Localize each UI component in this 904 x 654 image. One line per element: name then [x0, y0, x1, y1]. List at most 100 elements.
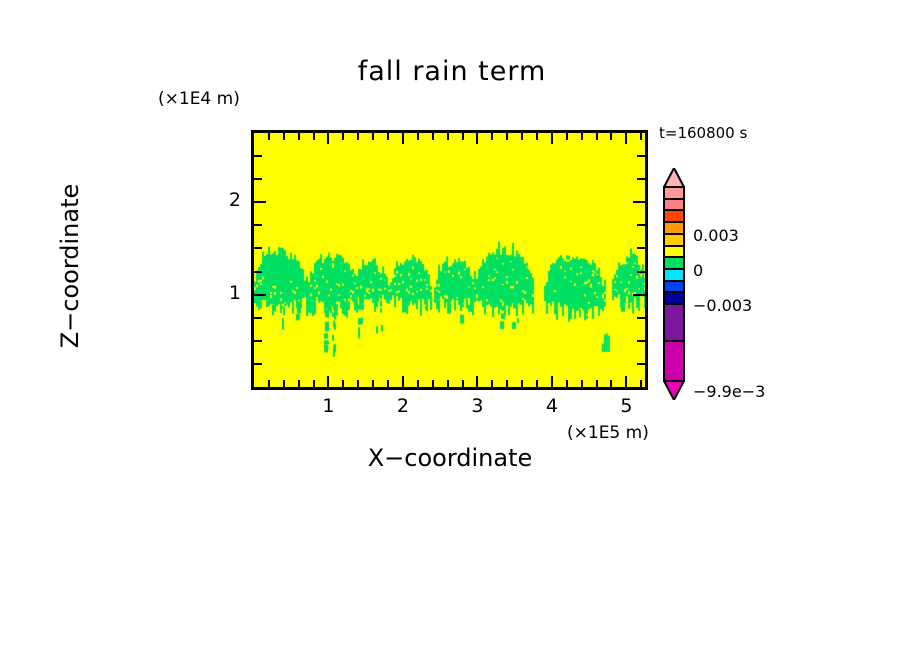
x-tick-label: 5 — [620, 395, 633, 417]
x-tick-minor-top — [297, 133, 300, 140]
colorbar-segment-green — [665, 258, 683, 270]
y-tick-minor — [254, 155, 262, 158]
x-tick-minor-top — [431, 133, 434, 140]
x-tick-minor — [595, 380, 598, 387]
x-tick-minor-top — [565, 133, 568, 140]
x-tick-major-top — [401, 133, 404, 144]
x-tick-minor — [491, 380, 494, 387]
y-tick-minor-right — [637, 224, 645, 227]
colorbar-tick-label: −9.9e−3 — [693, 382, 766, 401]
plot-area — [251, 130, 648, 390]
x-tick-major-top — [550, 133, 553, 144]
x-tick-major — [327, 376, 330, 387]
x-tick-minor-top — [312, 133, 315, 140]
x-axis-title: X−coordinate — [367, 444, 533, 472]
x-tick-major-top — [476, 133, 479, 144]
colorbar-tick-label: 0.003 — [693, 226, 739, 245]
x-tick-minor — [387, 380, 390, 387]
y-tick-minor — [254, 270, 262, 273]
x-tick-minor-top — [282, 133, 285, 140]
y-tick-minor-right — [637, 178, 645, 181]
contour-field — [254, 133, 645, 387]
x-tick-minor — [461, 380, 464, 387]
x-tick-minor — [506, 380, 509, 387]
x-tick-major — [550, 376, 553, 387]
x-tick-label: 3 — [471, 395, 484, 417]
colorbar-tick-label: 0 — [693, 261, 704, 280]
x-tick-major-top — [327, 133, 330, 144]
x-tick-major-top — [625, 133, 628, 144]
x-tick-major — [625, 376, 628, 387]
x-tick-minor-top — [461, 133, 464, 140]
x-tick-minor — [297, 380, 300, 387]
x-tick-minor — [416, 380, 419, 387]
x-tick-label: 4 — [545, 395, 558, 417]
y-tick-minor-right — [637, 155, 645, 158]
x-tick-minor-top — [267, 133, 270, 140]
y-axis-title: Z−coordinate — [56, 183, 84, 349]
x-tick-minor-top — [357, 133, 360, 140]
colorbar-segment-salmon — [665, 199, 683, 212]
y-tick-minor-right — [637, 270, 645, 273]
x-tick-minor — [312, 380, 315, 387]
y-tick-minor — [254, 316, 262, 319]
colorbar-segment-orange — [665, 223, 683, 235]
y-axis-units-label: (×1E4 m) — [158, 89, 240, 109]
colorbar-segment-navy — [665, 293, 683, 306]
x-tick-minor-top — [342, 133, 345, 140]
x-tick-minor-top — [506, 133, 509, 140]
x-tick-minor — [446, 380, 449, 387]
x-tick-minor-top — [446, 133, 449, 140]
x-axis-units-label: (×1E5 m) — [567, 423, 649, 443]
x-tick-minor — [282, 380, 285, 387]
y-tick-minor — [254, 362, 262, 365]
y-tick-minor — [254, 339, 262, 342]
x-tick-minor-top — [580, 133, 583, 140]
x-tick-minor — [342, 380, 345, 387]
y-tick-minor-right — [637, 339, 645, 342]
x-tick-minor-top — [387, 133, 390, 140]
x-tick-minor-top — [372, 133, 375, 140]
x-tick-minor — [610, 380, 613, 387]
colorbar-segment-orange-red — [665, 211, 683, 224]
x-tick-label: 2 — [396, 395, 409, 417]
x-tick-minor — [372, 380, 375, 387]
x-tick-minor-top — [521, 133, 524, 140]
colorbar-segment-magenta — [665, 342, 683, 380]
x-tick-minor — [640, 380, 643, 387]
y-tick-major — [254, 201, 266, 204]
x-tick-minor-top — [595, 133, 598, 140]
x-tick-minor — [267, 380, 270, 387]
y-tick-major-right — [633, 201, 645, 204]
colorbar-segment-pink — [665, 188, 683, 200]
colorbar-segment-purple — [665, 305, 683, 343]
x-tick-major — [401, 376, 404, 387]
y-tick-minor-right — [637, 247, 645, 250]
x-tick-major — [476, 376, 479, 387]
y-tick-minor — [254, 224, 262, 227]
x-tick-minor-top — [491, 133, 494, 140]
y-tick-major-right — [633, 293, 645, 296]
x-tick-minor-top — [416, 133, 419, 140]
x-tick-minor — [431, 380, 434, 387]
colorbar-segment-cyan — [665, 269, 683, 282]
y-tick-minor-right — [637, 362, 645, 365]
colorbar-segment-yellow — [665, 246, 683, 259]
x-tick-minor-top — [536, 133, 538, 140]
y-tick-minor — [254, 178, 262, 181]
colorbar-segment-blue — [665, 281, 683, 294]
y-tick-minor-right — [637, 316, 645, 319]
x-tick-minor — [521, 380, 524, 387]
x-tick-label: 1 — [322, 395, 335, 417]
x-tick-minor-top — [640, 133, 643, 140]
y-tick-major — [254, 293, 266, 296]
colorbar-arrow-bottom — [662, 380, 686, 403]
time-annotation: t=160800 s — [659, 124, 748, 142]
page-title: fall rain term — [357, 56, 547, 87]
colorbar-tick-label: −0.003 — [693, 296, 753, 315]
x-tick-minor — [565, 380, 568, 387]
colorbar[interactable] — [663, 186, 685, 382]
x-tick-minor — [357, 380, 360, 387]
y-tick-minor — [254, 247, 262, 250]
x-tick-minor — [580, 380, 583, 387]
